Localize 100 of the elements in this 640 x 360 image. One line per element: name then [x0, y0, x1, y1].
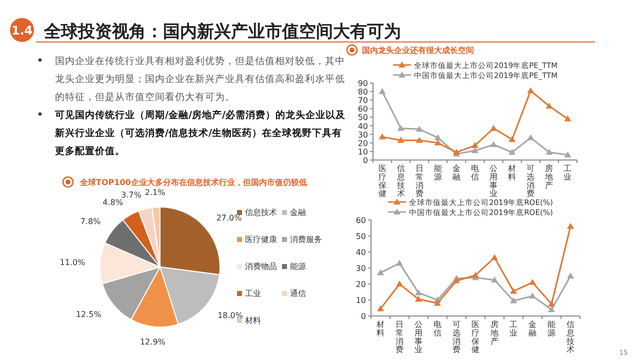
x-tick-label: 信息技术 — [566, 320, 574, 354]
x-tick-label: 可选消费 — [452, 320, 460, 354]
chart-title: 国内龙头企业还有很大成长空间 — [362, 45, 474, 55]
point — [416, 126, 423, 132]
point — [491, 276, 498, 282]
x-tick-label: 医疗保健 — [472, 320, 480, 354]
point — [396, 280, 403, 286]
y-tick-label: 40 — [358, 122, 368, 131]
x-tick-label: 日常消费 — [396, 320, 404, 354]
y-tick-label: 90 — [358, 79, 368, 88]
text: 1.4 — [11, 24, 33, 38]
x-tick-label: 材料 — [376, 320, 384, 338]
point — [510, 297, 517, 304]
data-label: 3.7% — [121, 190, 142, 200]
point — [416, 136, 423, 143]
point — [508, 148, 516, 155]
point — [377, 269, 384, 276]
point — [472, 147, 478, 154]
data-label: 27.0% — [216, 213, 242, 222]
x-tick-label: 可选消费 — [526, 164, 535, 198]
x-tick-label: 公用事业 — [414, 320, 422, 354]
point — [453, 277, 460, 284]
point — [548, 300, 555, 306]
y-tick-label: 50 — [358, 113, 368, 122]
point — [490, 141, 498, 148]
point — [378, 88, 386, 94]
y-tick-label: 40 — [356, 248, 366, 257]
point — [529, 278, 536, 285]
point — [508, 136, 516, 142]
x-tick-label: 电信 — [471, 164, 479, 182]
data-label: 12.9% — [140, 338, 166, 347]
x-tick-label: 金融 — [452, 164, 460, 182]
point — [490, 124, 498, 131]
x-tick-label: 日常消费 — [415, 164, 424, 198]
data-label: 4.8% — [102, 198, 124, 207]
x-tick-label: 工业 — [510, 320, 518, 338]
x-tick-label: 电信 — [434, 320, 442, 338]
y-tick-label: 20 — [356, 280, 366, 289]
legend-label: 医疗健康 — [245, 235, 277, 244]
point — [472, 272, 479, 278]
x-tick-label: 能源 — [434, 164, 442, 182]
point — [548, 306, 555, 312]
text: 可见国内传统行业（周期/金融/房地产/必需消费）的龙头企业以及新兴行业企业（可选消费/信息技术/生物医药）在全球视野下具有更多配置价值。 — [54, 109, 347, 157]
y-tick-label: 10 — [356, 296, 366, 305]
y-tick-label: 0 — [362, 156, 368, 165]
x-tick-label: 房地产 — [544, 164, 554, 190]
x-tick-label: 工业 — [564, 164, 572, 182]
data-label: 2.1% — [144, 188, 166, 198]
data-label: 7.8% — [80, 217, 102, 226]
y-tick-label: 50 — [356, 232, 366, 241]
text: 全球投资视角：国内新兴产业市值空间大有可为 — [43, 22, 401, 42]
y-tick-label: 60 — [356, 216, 366, 225]
point — [434, 134, 442, 140]
point — [546, 148, 553, 155]
point — [472, 142, 478, 148]
point — [529, 292, 536, 298]
point — [415, 296, 422, 302]
legend-label: 能源 — [290, 262, 306, 271]
legend-label: 金融 — [290, 208, 306, 217]
legend-label: 消费服务 — [290, 235, 322, 244]
point — [527, 87, 534, 94]
y-tick-label: 10 — [358, 147, 368, 156]
point — [396, 260, 403, 266]
y-tick-label: 60 — [358, 104, 368, 114]
text: 国内企业在传统行业具有相对盈利优势，但是估值相对较低，其中龙头企业更为明显；国内企业在新兴产业具有估值高和盈利水平低的特征，但是从市值空间看仍大有可为。 — [55, 55, 345, 103]
legend-label: 信息技术 — [245, 208, 277, 217]
point — [377, 305, 384, 312]
x-tick-label: 材料 — [507, 164, 516, 182]
data-label: 18.0% — [218, 311, 244, 320]
y-tick-label: 80 — [358, 88, 368, 97]
point — [491, 254, 498, 260]
y-tick-label: 20 — [358, 138, 368, 148]
data-label: 12.5% — [76, 310, 102, 319]
legend-label: 通信 — [290, 289, 306, 298]
x-tick-label: 医疗保健 — [378, 164, 386, 198]
point — [434, 139, 442, 146]
y-tick-label: 70 — [358, 96, 368, 106]
data-label: 11.0% — [60, 258, 86, 268]
y-tick-label: 0 — [360, 312, 366, 321]
point — [510, 288, 517, 294]
point — [567, 272, 574, 278]
legend-label: 消费物品 — [245, 262, 277, 271]
point — [546, 102, 553, 109]
point — [434, 300, 441, 306]
point — [567, 222, 574, 229]
point — [415, 289, 422, 296]
point — [378, 133, 386, 140]
y-tick-label: 30 — [358, 130, 368, 140]
x-tick-label: 信息技术 — [396, 164, 405, 198]
point — [564, 115, 572, 122]
point — [527, 134, 534, 140]
legend-label: 工业 — [245, 289, 261, 298]
point — [397, 124, 404, 131]
point — [397, 136, 404, 143]
x-tick-label: 能源 — [548, 320, 556, 338]
point — [564, 151, 572, 158]
x-tick-label: 金融 — [528, 320, 536, 338]
x-tick-label: 房地产 — [490, 320, 498, 346]
y-tick-label: 30 — [356, 264, 366, 273]
x-tick-label: 公用事业 — [490, 164, 498, 198]
